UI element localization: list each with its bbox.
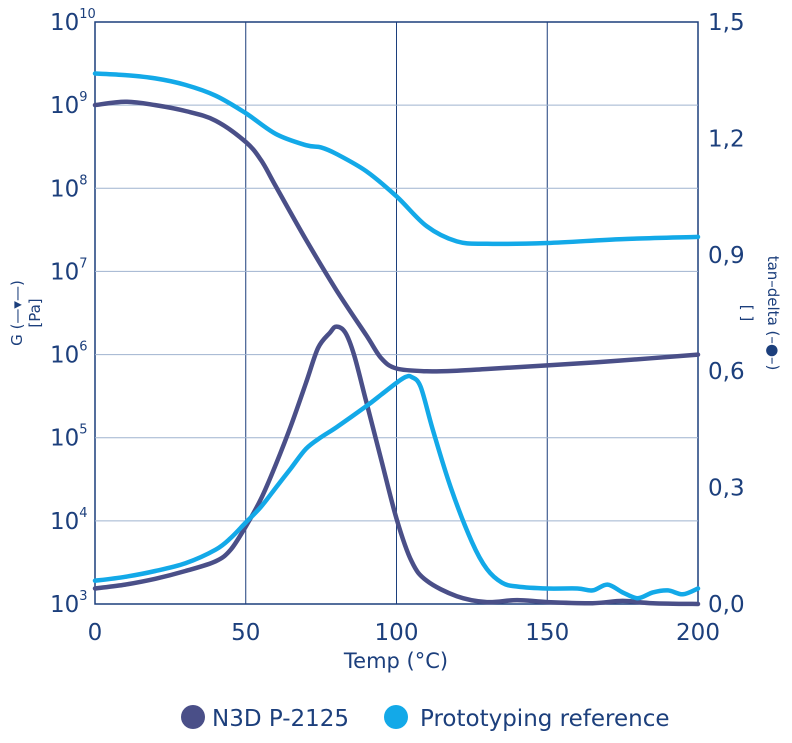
x-tick-label: 0: [88, 620, 103, 646]
series-line-n3d-p-2125-g: [92, 99, 701, 374]
left-tick-label: 107: [50, 256, 88, 285]
right-tick-label: 0,0: [708, 592, 745, 618]
series-line-prototyping-reference-tan-delta: [92, 373, 701, 601]
left-axis-title: G (—▾—) [Pa]: [8, 280, 44, 346]
legend: N3D P-2125 Prototyping reference: [181, 705, 670, 732]
x-axis-title: Temp (°C): [343, 649, 448, 673]
left-tick-label: 106: [50, 340, 88, 369]
x-tick-label: 200: [676, 620, 720, 646]
right-axis-title: tan–delta (–●–) [ ]: [738, 256, 782, 371]
series-layer: [92, 71, 701, 607]
right-tick-label: 1,2: [708, 126, 745, 152]
right-axis-label: tan–delta (–●–): [764, 256, 782, 371]
left-tick-label: 104: [50, 506, 88, 535]
legend-label-n3d: N3D P-2125: [212, 706, 349, 732]
left-tick-label: 103: [50, 589, 88, 618]
left-axis-unit: [Pa]: [26, 298, 44, 327]
right-tick-label: 1,5: [708, 10, 745, 36]
right-axis-ticks: 0,0 0,3 0,6 0,9 1,2 1,5: [708, 10, 745, 618]
x-axis-ticks: 0 50 100 150 200: [88, 620, 720, 646]
right-tick-label: 0,9: [708, 243, 745, 269]
left-tick-label: 105: [50, 423, 88, 452]
x-tick-label: 50: [231, 620, 260, 646]
left-tick-label: 1010: [50, 7, 96, 36]
legend-marker-prototyping: [384, 705, 408, 729]
series-line-prototyping-reference-g: [92, 71, 701, 247]
legend-label-prototyping: Prototyping reference: [420, 706, 670, 732]
series-line-n3d-p-2125-tan-delta: [92, 324, 701, 607]
legend-marker-n3d: [181, 705, 205, 729]
right-tick-label: 0,3: [708, 476, 745, 502]
left-tick-label: 109: [50, 90, 88, 119]
x-tick-label: 150: [525, 620, 569, 646]
x-tick-label: 100: [375, 620, 419, 646]
left-axis-label: G (—▾—): [8, 280, 26, 346]
right-tick-label: 0,6: [708, 359, 745, 385]
left-tick-label: 108: [50, 173, 88, 202]
left-axis-ticks: 103 104 105 106 107 108 109 1010: [50, 7, 96, 618]
grid: [95, 22, 698, 604]
right-axis-unit: [ ]: [738, 305, 756, 321]
